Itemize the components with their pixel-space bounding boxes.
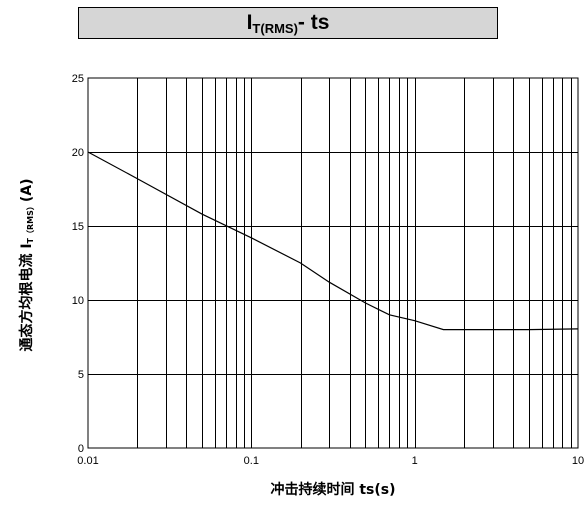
series-layer <box>87 151 579 331</box>
y-tick-labels: 0 5 10 15 20 25 <box>72 73 84 455</box>
x-axis-label: 冲击持续时间 ts(s) <box>270 482 396 498</box>
y-tick-label: 0 <box>78 443 84 455</box>
chart-title-box: IT(RMS)- ts <box>78 7 498 39</box>
y-tick-label: 15 <box>72 221 84 233</box>
y-axis-label-main: 通态方均根电流 I <box>19 243 35 352</box>
y-axis-label-unit: (A) <box>19 178 35 203</box>
chart-title: IT(RMS)- ts <box>247 11 330 36</box>
x-tick-label: 0.1 <box>244 455 259 467</box>
x-tick-label: 0.01 <box>77 455 98 467</box>
chart-title-subscript: T(RMS) <box>252 20 298 36</box>
y-tick-label: 25 <box>72 73 84 85</box>
x-tick-label: 10 <box>572 455 584 467</box>
plot-frame <box>87 77 579 449</box>
y-tick-label: 20 <box>72 147 84 159</box>
x-tick-labels: 0.01 0.1 1 10 <box>77 455 584 467</box>
chart-title-tail: - ts <box>297 10 330 34</box>
series-line <box>87 151 579 331</box>
y-axis-label: 通态方均根电流 IT（RMS）(A) <box>16 105 36 425</box>
y-axis-label-subscript: T（RMS） <box>26 202 35 244</box>
x-tick-label: 1 <box>412 455 418 467</box>
y-tick-label: 10 <box>72 295 84 307</box>
grid-lines <box>88 78 578 448</box>
y-tick-label: 5 <box>78 369 84 381</box>
chart-title-main: I <box>246 10 253 34</box>
